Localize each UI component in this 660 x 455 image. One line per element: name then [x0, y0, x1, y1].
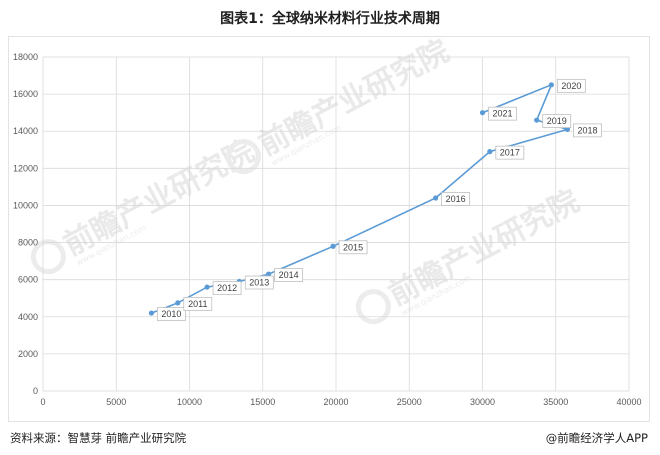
- x-tick-label: 20000: [323, 397, 348, 407]
- point-label-box: [338, 240, 368, 255]
- data-point: [148, 310, 155, 316]
- data-point: [433, 195, 439, 201]
- watermark-logo-icon: [355, 289, 391, 325]
- chart-svg: 前瞻产业研究院www.qianzhan.com前瞻产业研究院www.qianzh…: [13, 37, 642, 407]
- point-label-text: 2011: [188, 299, 207, 309]
- point-label: 2015: [338, 240, 368, 255]
- point-label-text: 2021: [492, 109, 512, 119]
- series-layer: [148, 82, 571, 316]
- point-label-text: 2018: [577, 125, 597, 135]
- point-label-text: 2010: [161, 309, 181, 319]
- point-label-box: [157, 307, 186, 321]
- point-label: 2011: [183, 296, 213, 311]
- y-tick-label: 8000: [18, 238, 38, 248]
- point-label-text: 2012: [217, 283, 237, 293]
- point-label: 2010: [157, 307, 186, 321]
- data-point: [564, 126, 571, 132]
- point-label-box: [441, 192, 471, 206]
- y-tick-label: 10000: [13, 200, 38, 210]
- point-label: 2017: [495, 145, 525, 160]
- point-label: 2016: [441, 192, 471, 206]
- x-tick-label: 15000: [250, 397, 275, 407]
- x-tick-label: 25000: [397, 397, 422, 407]
- point-label-box: [244, 275, 274, 290]
- point-label: 2019: [542, 114, 572, 128]
- y-tick-label: 0: [33, 386, 38, 396]
- point-label: 2012: [212, 281, 242, 295]
- data-point: [204, 284, 210, 290]
- y-tick-label: 12000: [13, 163, 38, 173]
- data-point: [266, 271, 272, 277]
- watermark-text: 前瞻产业研究院: [383, 184, 585, 313]
- point-label-text: 2016: [446, 194, 466, 204]
- y-tick-label: 4000: [18, 312, 38, 322]
- point-label-box: [556, 78, 586, 93]
- brand-credit: @前瞻经济学人APP: [545, 431, 648, 445]
- watermark-logo-icon: [30, 239, 66, 275]
- point-label-box: [542, 114, 572, 128]
- watermark-layer: 前瞻产业研究院www.qianzhan.com前瞻产业研究院www.qianzh…: [30, 37, 585, 325]
- point-label-box: [274, 268, 304, 283]
- point-label-box: [488, 106, 517, 121]
- point-label: 2013: [244, 275, 274, 290]
- watermark-logo-icon: [225, 139, 261, 175]
- point-label: 2020: [556, 78, 586, 93]
- grid-layer: [42, 56, 630, 392]
- data-point: [479, 110, 486, 116]
- point-label-text: 2020: [561, 81, 581, 91]
- point-label-text: 2017: [500, 148, 520, 158]
- point-label-box: [495, 145, 525, 160]
- source-note: 资料来源：智慧芽 前瞻产业研究院: [10, 431, 187, 445]
- y-tick-label: 14000: [13, 126, 38, 136]
- data-point: [534, 117, 540, 123]
- chart-title: 图表1：全球纳米材料行业技术周期: [220, 11, 440, 27]
- x-tick-label: 5000: [106, 397, 126, 407]
- point-label: 2018: [573, 123, 602, 138]
- x-tick-label: 40000: [616, 397, 641, 407]
- data-point: [487, 149, 493, 155]
- chart-frame: 前瞻产业研究院 www.qianzhan.com 前瞻产业研究院 www.qianzh…: [8, 36, 650, 422]
- x-tick-label: 0: [40, 397, 45, 407]
- series-line: [151, 83, 571, 314]
- point-label-box: [573, 123, 602, 138]
- x-tick-label: 30000: [470, 397, 495, 407]
- data-point: [175, 300, 181, 306]
- y-tick-label: 2000: [18, 349, 38, 359]
- point-label-text: 2019: [547, 116, 567, 126]
- point-label: 2014: [274, 268, 304, 283]
- data-point: [330, 243, 336, 249]
- axis-layer: 0 5000 10000 15000 20000 25000 30000 35000 40000…: [13, 52, 642, 407]
- data-point: [548, 82, 554, 88]
- point-label-text: 2014: [279, 270, 299, 280]
- point-label-text: 2015: [343, 242, 363, 252]
- point-label-text: 2013: [249, 278, 269, 288]
- x-tick-label: 35000: [543, 397, 568, 407]
- x-tick-label: 10000: [177, 397, 202, 407]
- point-label-box: [212, 281, 242, 295]
- y-tick-label: 18000: [13, 52, 38, 62]
- point-label-box: [183, 296, 213, 311]
- point-label-layer: 2010 2011 2012 2013 2014 2015 2016 2017 2018 2019…: [157, 78, 602, 321]
- point-label: 2021: [488, 106, 517, 121]
- y-tick-label: 16000: [13, 89, 38, 99]
- watermark-text: 前瞻产业研究院: [253, 37, 455, 163]
- y-tick-label: 6000: [18, 275, 38, 285]
